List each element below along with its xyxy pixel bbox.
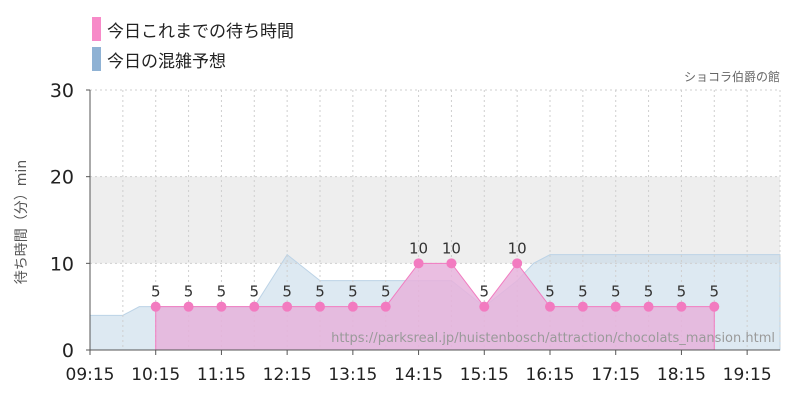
data-label: 5	[282, 283, 292, 301]
data-label: 5	[611, 283, 621, 301]
actual-point	[643, 301, 654, 312]
x-tick-label: 17:15	[591, 365, 640, 385]
actual-point	[183, 301, 194, 312]
actual-point	[315, 301, 325, 312]
data-label: 5	[644, 283, 654, 301]
data-label: 5	[545, 283, 555, 301]
data-label: 5	[480, 283, 490, 301]
actual-point	[282, 301, 293, 312]
attraction-name: ショコラ伯爵の館	[683, 70, 780, 84]
actual-point	[577, 301, 588, 312]
actual-point	[150, 301, 161, 312]
legend-label-actual: 今日これまでの待ち時間	[107, 21, 294, 42]
legend-item-actual[interactable]: 今日これまでの待ち時間	[92, 14, 294, 44]
x-tick-label: 13:15	[328, 365, 377, 385]
actual-point	[610, 301, 621, 312]
y-tick-label: 30	[50, 80, 74, 102]
data-label: 10	[409, 239, 428, 257]
actual-point	[380, 301, 391, 312]
data-label: 5	[217, 283, 227, 301]
legend-swatch-actual	[92, 17, 101, 41]
actual-point	[216, 301, 227, 312]
actual-point	[676, 301, 687, 312]
data-label: 5	[578, 283, 588, 301]
chart-legend: 今日これまでの待ち時間 今日の混雑予想	[92, 14, 294, 74]
y-tick-label: 20	[50, 167, 74, 189]
x-tick-label: 16:15	[526, 365, 575, 385]
data-label: 5	[250, 283, 260, 301]
x-tick-label: 11:15	[197, 365, 246, 385]
grid-band	[90, 176, 780, 264]
data-label: 5	[381, 283, 391, 301]
actual-point	[709, 301, 720, 312]
actual-point	[249, 301, 260, 312]
x-tick-label: 09:15	[66, 365, 115, 385]
y-axis-label: 待ち時間（分）min	[14, 160, 30, 284]
actual-point	[446, 258, 457, 269]
data-label: 5	[151, 283, 161, 301]
y-tick-label: 10	[50, 253, 74, 275]
actual-point	[545, 301, 555, 312]
actual-point	[512, 258, 523, 269]
x-tick-label: 18:15	[657, 365, 706, 385]
data-label: 10	[442, 239, 461, 257]
x-tick-label: 19:15	[723, 365, 772, 385]
legend-swatch-forecast	[92, 47, 101, 71]
data-label: 10	[508, 239, 527, 257]
x-tick-label: 10:15	[131, 365, 180, 385]
actual-point	[479, 301, 490, 312]
x-tick-label: 12:15	[263, 365, 312, 385]
data-label: 5	[677, 283, 687, 301]
actual-point	[413, 258, 424, 269]
legend-label-forecast: 今日の混雑予想	[107, 51, 226, 72]
data-label: 5	[710, 283, 720, 301]
watermark-url: https://parksreal.jp/huistenbosch/attrac…	[331, 331, 775, 346]
data-label: 5	[315, 283, 325, 301]
data-label: 5	[348, 283, 358, 301]
actual-point	[347, 301, 358, 312]
x-tick-label: 15:15	[460, 365, 509, 385]
y-tick-label: 0	[62, 340, 74, 362]
x-tick-label: 14:15	[394, 365, 443, 385]
data-label: 5	[184, 283, 194, 301]
legend-item-forecast[interactable]: 今日の混雑予想	[92, 44, 294, 74]
